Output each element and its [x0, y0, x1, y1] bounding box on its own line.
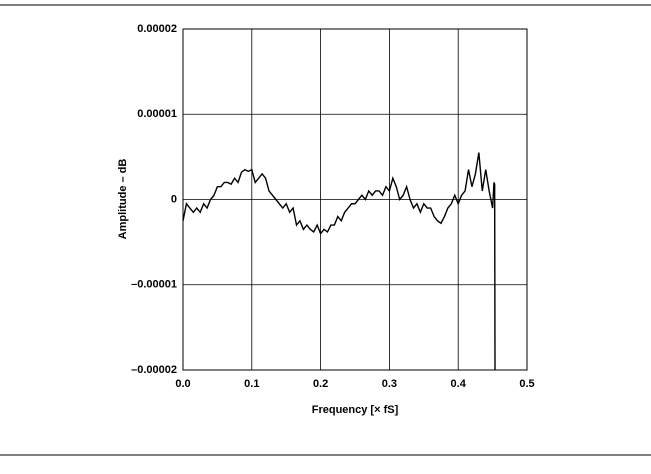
x-tick-label: 0.4 [451, 378, 467, 390]
x-tick-label: 0.2 [313, 378, 328, 390]
y-tick-label: –0.00001 [131, 279, 177, 291]
x-axis-label: Frequency [× fS] [312, 404, 399, 416]
x-tick-label: 0.0 [175, 378, 190, 390]
x-tick-label: 0.3 [382, 378, 397, 390]
y-tick-label: 0.00002 [137, 23, 177, 35]
line-series [182, 152, 496, 371]
x-tick-label: 0.1 [244, 378, 259, 390]
y-tick-label: 0 [171, 193, 177, 205]
x-tick-label: 0.5 [519, 378, 534, 390]
y-tick-label: –0.00002 [131, 364, 177, 376]
y-axis-label: Amplitude – dB [117, 159, 129, 240]
plot-frame [182, 28, 528, 371]
y-tick-label: 0.00001 [137, 108, 177, 120]
